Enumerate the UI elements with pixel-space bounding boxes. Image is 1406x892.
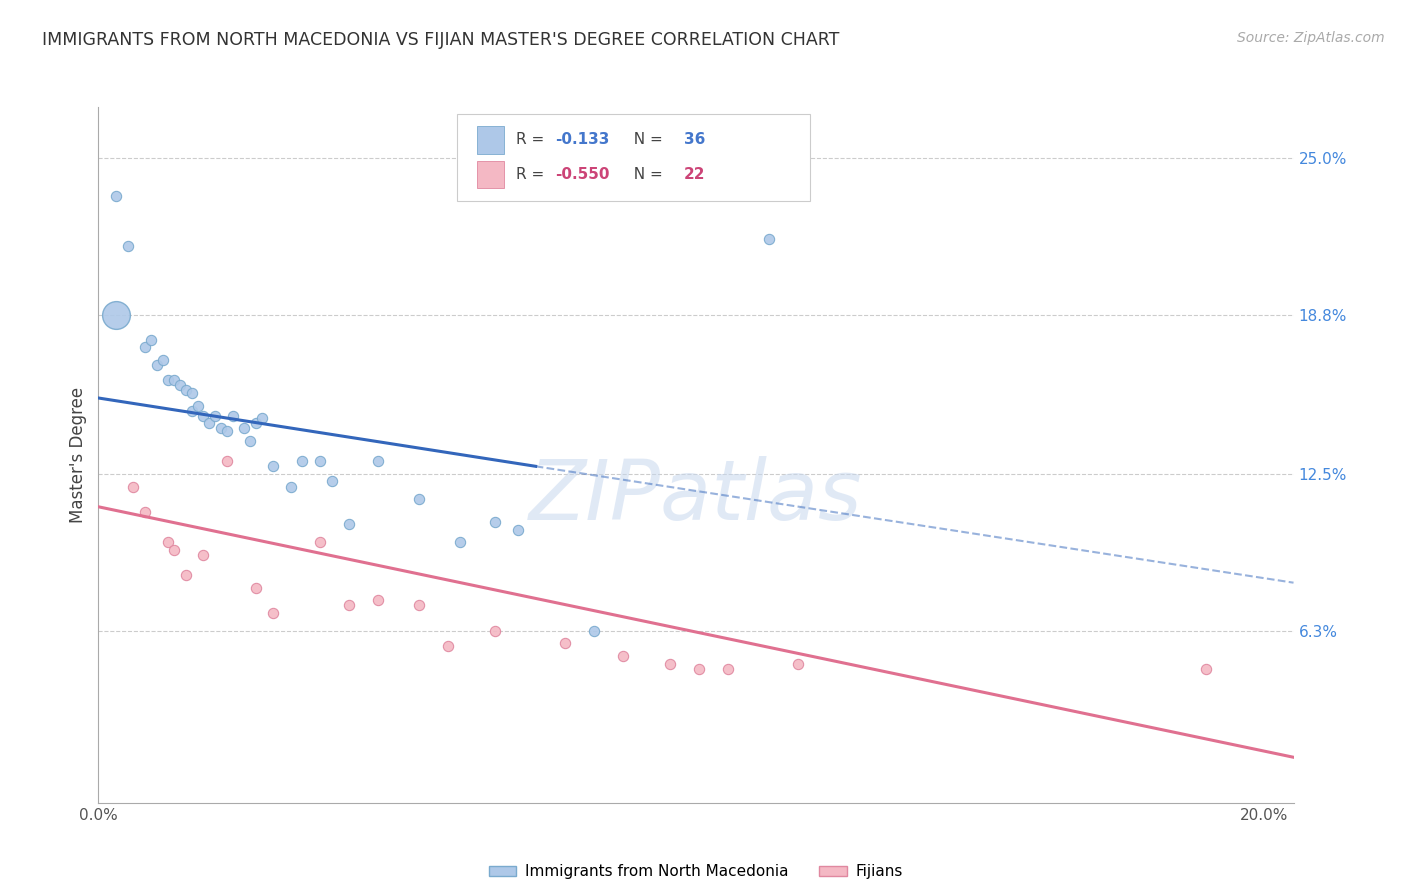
Point — [104, 308, 127, 322]
Point — [239, 434, 262, 448]
Text: N =: N = — [624, 167, 668, 182]
Point — [688, 662, 710, 676]
Text: N =: N = — [624, 132, 668, 147]
Text: Source: ZipAtlas.com: Source: ZipAtlas.com — [1237, 31, 1385, 45]
Text: R =: R = — [516, 132, 548, 147]
FancyBboxPatch shape — [477, 161, 503, 188]
Point — [449, 535, 471, 549]
Point — [104, 188, 127, 202]
Point — [233, 421, 256, 435]
Point — [139, 333, 162, 347]
Point — [367, 454, 389, 468]
Point — [122, 479, 145, 493]
Point — [262, 459, 284, 474]
Point — [180, 403, 202, 417]
Point — [193, 548, 215, 562]
Text: -0.133: -0.133 — [555, 132, 609, 147]
Point — [291, 454, 314, 468]
Text: -0.550: -0.550 — [555, 167, 609, 182]
Point — [262, 606, 284, 620]
Point — [321, 475, 343, 489]
Point — [337, 599, 360, 613]
Point — [221, 409, 243, 423]
Point — [174, 384, 197, 398]
Point — [174, 568, 197, 582]
Point — [658, 657, 681, 671]
Text: R =: R = — [516, 167, 548, 182]
Point — [186, 399, 208, 413]
Point — [134, 340, 156, 354]
Point — [408, 599, 430, 613]
Point — [215, 454, 238, 468]
Point — [484, 624, 506, 638]
Point — [117, 239, 139, 253]
Point — [245, 581, 267, 595]
Point — [554, 636, 576, 650]
Legend: Immigrants from North Macedonia, Fijians: Immigrants from North Macedonia, Fijians — [482, 858, 910, 886]
FancyBboxPatch shape — [477, 126, 503, 153]
Point — [582, 624, 605, 638]
Point — [309, 535, 332, 549]
Point — [204, 409, 226, 423]
Point — [717, 662, 740, 676]
Point — [152, 353, 174, 368]
Point — [309, 454, 332, 468]
Point — [163, 373, 186, 387]
Point — [209, 421, 232, 435]
Point — [145, 358, 167, 372]
Point — [367, 593, 389, 607]
FancyBboxPatch shape — [457, 114, 810, 201]
Point — [157, 373, 180, 387]
Point — [215, 424, 238, 438]
Point — [193, 409, 215, 423]
Point — [508, 523, 530, 537]
Point — [180, 386, 202, 401]
Text: ZIPatlas: ZIPatlas — [529, 456, 863, 537]
Y-axis label: Master's Degree: Master's Degree — [69, 387, 87, 523]
Point — [437, 639, 460, 653]
Point — [250, 411, 273, 425]
Point — [198, 417, 221, 431]
Point — [134, 505, 156, 519]
Point — [1195, 662, 1218, 676]
Text: 36: 36 — [685, 132, 706, 147]
Text: IMMIGRANTS FROM NORTH MACEDONIA VS FIJIAN MASTER'S DEGREE CORRELATION CHART: IMMIGRANTS FROM NORTH MACEDONIA VS FIJIA… — [42, 31, 839, 49]
Point — [612, 648, 634, 663]
Point — [163, 542, 186, 557]
Point — [787, 657, 810, 671]
Point — [408, 492, 430, 507]
Text: 22: 22 — [685, 167, 706, 182]
Point — [280, 479, 302, 493]
Point — [245, 417, 267, 431]
Point — [484, 515, 506, 529]
Point — [337, 517, 360, 532]
Point — [758, 231, 780, 245]
Point — [157, 535, 180, 549]
Point — [169, 378, 191, 392]
